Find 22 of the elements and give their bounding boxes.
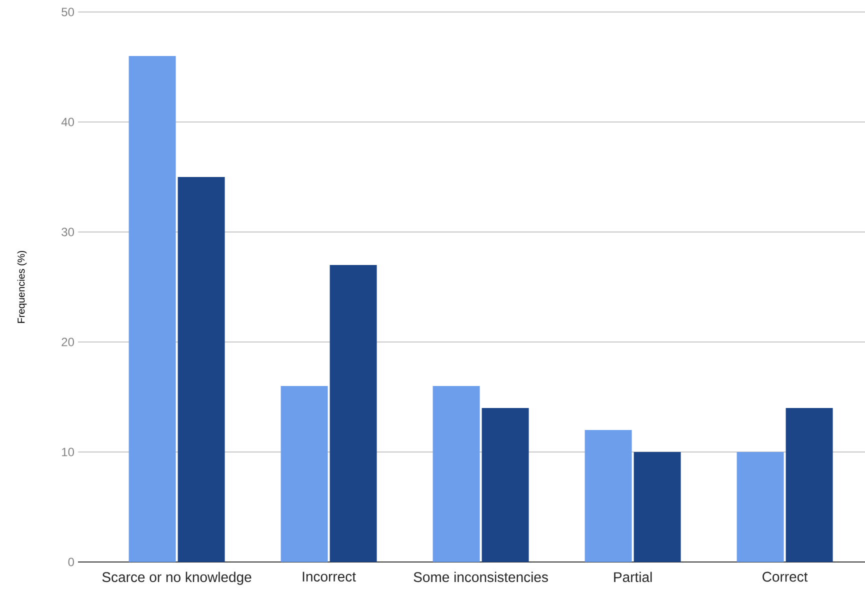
bar	[128, 56, 176, 562]
y-tick-label: 50	[62, 8, 74, 16]
y-tick-label: 40	[61, 118, 74, 126]
y-tick-label: 10	[62, 448, 74, 456]
bar	[178, 177, 225, 562]
bar	[736, 452, 784, 562]
bar	[330, 265, 377, 562]
bar	[482, 408, 529, 562]
x-tick-label: Incorrect	[302, 572, 356, 582]
x-tick-label: Correct	[762, 572, 808, 582]
y-tick-label: 30	[62, 228, 74, 236]
x-tick-label: Partial	[614, 572, 652, 582]
bar	[634, 452, 681, 562]
y-tick-label: 20	[62, 338, 74, 346]
y-axis-title: Frequencies (%)	[17, 250, 27, 323]
bar	[280, 386, 328, 562]
bar	[432, 386, 480, 562]
x-tick-label: Scarce or no knowledge	[102, 572, 252, 585]
x-tick-label: Some inconsistencies	[414, 572, 548, 582]
bar	[786, 408, 833, 562]
y-tick-label: 0	[68, 558, 74, 566]
bar	[584, 430, 632, 562]
